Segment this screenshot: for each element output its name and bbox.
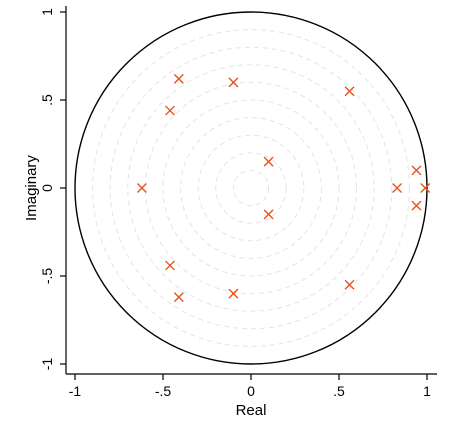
root-marker-5 [173,292,184,303]
y-tick-label-1: -.5 [39,268,55,285]
root-marker-1 [263,156,274,167]
y-tick-label-2: 0 [39,184,55,192]
root-marker-11 [344,279,355,290]
x-axis-title: Real [236,402,267,419]
root-marker-4 [173,73,184,84]
root-marker-9 [228,288,239,299]
y-axis-title: Imaginary [23,155,40,221]
x-tick-label-3: .5 [333,383,345,399]
reference-circle-3 [197,134,305,242]
root-marker-3 [136,183,147,193]
reference-circle-7 [127,64,375,312]
root-points [136,73,431,303]
y-ticks: -1 -.5 0 .5 1 [39,8,66,370]
x-tick-label-1: -.5 [155,383,172,399]
y-tick-label-4: 1 [39,8,55,16]
reference-circle-8 [109,46,393,330]
root-marker-10 [344,86,355,97]
root-marker-6 [165,105,176,116]
reference-circle-9 [92,29,410,347]
root-marker-8 [228,77,239,88]
x-tick-label-4: 1 [423,383,431,399]
x-tick-label-0: -1 [69,383,82,399]
root-marker-13 [411,165,422,176]
x-ticks: -1 -.5 0 .5 1 [69,374,431,399]
y-tick-label-0: -1 [39,358,55,371]
y-tick-label-3: .5 [39,94,55,106]
reference-circle-5 [162,99,340,277]
axes: -1 -.5 0 .5 1 -1 -.5 0 .5 1 [39,6,437,399]
x-tick-label-2: 0 [247,383,255,399]
root-marker-15 [420,183,431,193]
reference-circle-4 [180,117,322,259]
unit-circle [74,11,428,365]
reference-circle-6 [144,81,358,295]
reference-circles [92,29,410,347]
reference-circle-1 [232,169,270,207]
reference-circle-2 [215,152,287,224]
root-marker-12 [392,183,403,193]
root-marker-14 [411,200,422,211]
root-marker-2 [263,209,274,220]
root-marker-7 [165,260,176,271]
